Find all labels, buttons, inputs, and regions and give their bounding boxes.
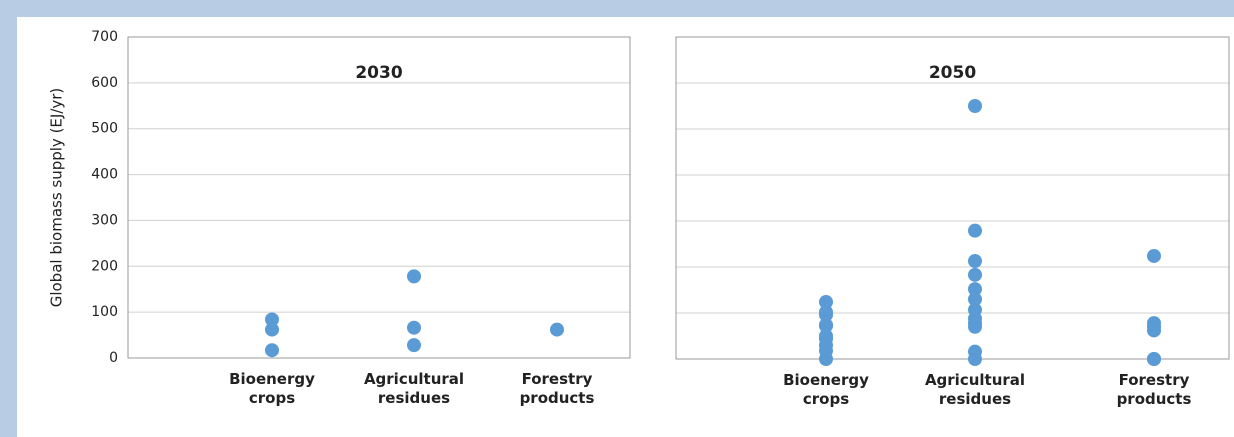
dot (968, 254, 982, 269)
x-tick-label: Agricultural residues (924, 371, 1026, 408)
panel-title: 2030 (355, 63, 402, 83)
dot (265, 322, 279, 337)
dot (968, 282, 982, 297)
dot (819, 352, 833, 366)
dot (968, 319, 982, 334)
x-tick-label: Forestry products (519, 370, 595, 407)
dot (1147, 352, 1161, 366)
plot-frame (127, 36, 631, 359)
dot (265, 343, 279, 358)
plot-frame (675, 36, 1230, 360)
panel-title: 2050 (929, 63, 976, 83)
y-tick-label: 100 (91, 304, 118, 320)
dot (550, 322, 564, 337)
dot (1147, 248, 1161, 263)
x-tick-label: Bioenergy crops (229, 370, 315, 407)
dot (407, 320, 421, 335)
dot (407, 338, 421, 353)
y-tick-label: 400 (91, 167, 118, 183)
y-tick-label: 0 (109, 350, 118, 366)
dot (407, 269, 421, 284)
y-tick-label: 500 (91, 121, 118, 137)
y-tick-label: 600 (91, 75, 118, 91)
dot (968, 352, 982, 366)
dot (968, 292, 982, 307)
dot (968, 99, 982, 113)
dot (1147, 323, 1161, 338)
dot (968, 267, 982, 282)
dot (819, 294, 833, 309)
y-tick-label: 200 (91, 258, 118, 274)
dot (819, 307, 833, 322)
y-axis-title: Global biomass supply (EJ/yr) (48, 88, 66, 308)
x-tick-label: Forestry products (1116, 371, 1192, 408)
y-tick-label: 300 (91, 212, 118, 228)
y-tick-label: 700 (91, 29, 118, 45)
x-tick-label: Agricultural residues (363, 370, 465, 407)
dot (968, 223, 982, 238)
panel-area (17, 17, 1234, 437)
dot (819, 318, 833, 333)
x-tick-label: Bioenergy crops (783, 371, 869, 408)
dot (265, 312, 279, 327)
